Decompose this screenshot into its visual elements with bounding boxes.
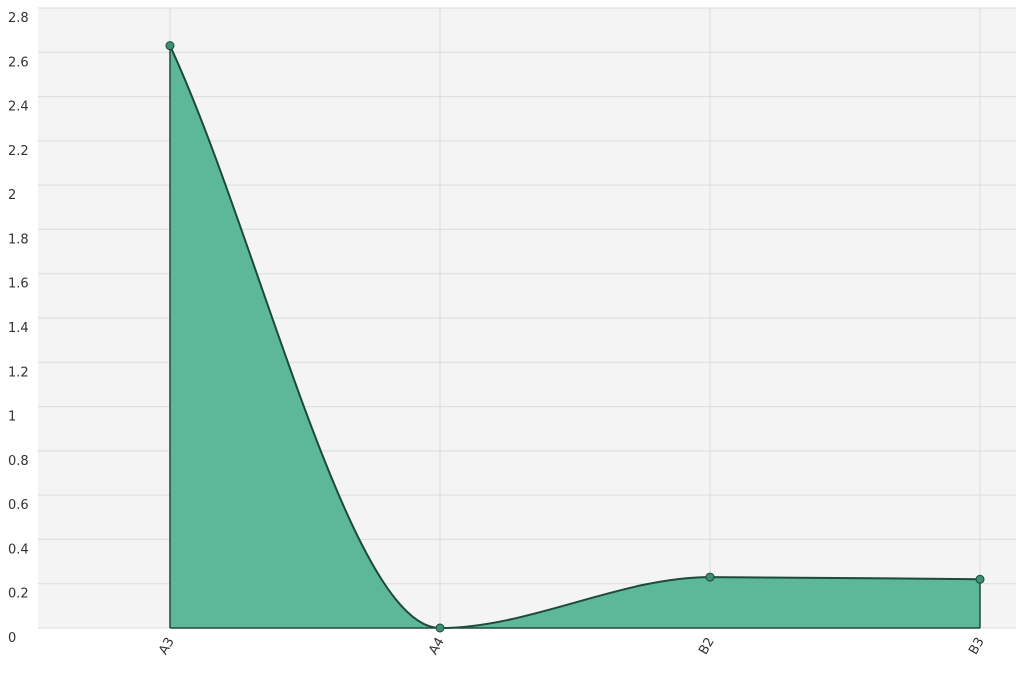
y-tick-label: 1.6 (8, 277, 29, 292)
y-tick-label: 1.8 (8, 232, 29, 247)
data-point-B2[interactable] (705, 572, 715, 582)
y-axis-ticks: 0 0.2 0.4 0.6 0.8 1 1.2 1.4 1.6 1.8 2 2.2 2.4 2.6 2.8 (8, 11, 29, 646)
y-tick-label: 0.8 (8, 454, 29, 469)
x-tick-label: B3 (966, 635, 988, 657)
y-tick-label: 2 (8, 188, 16, 203)
x-axis-ticks: A3 A4 B2 B3 (156, 635, 988, 657)
x-tick-label: A3 (156, 635, 178, 657)
area-fill (170, 45, 980, 628)
y-tick-label: 2.2 (8, 144, 29, 159)
data-point-B3[interactable] (975, 574, 985, 584)
y-tick-label: 2.6 (8, 55, 29, 70)
y-tick-label: 1 (8, 410, 16, 425)
data-point-A4[interactable] (435, 623, 445, 633)
y-tick-label: 0 (8, 631, 16, 646)
y-tick-label: 2.8 (8, 11, 29, 26)
data-point-A3[interactable] (165, 41, 175, 51)
data-points (165, 41, 985, 633)
area-fill-group (169, 45, 981, 630)
series-line (169, 45, 981, 630)
x-tick-label: B2 (696, 635, 718, 657)
y-tick-label: 1.2 (8, 365, 29, 380)
y-tick-label: 1.4 (8, 321, 29, 336)
y-tick-label: 0.6 (8, 498, 29, 513)
y-tick-label: 2.4 (8, 100, 29, 115)
x-tick-label: A4 (426, 635, 448, 657)
y-tick-label: 0.4 (8, 542, 29, 557)
y-tick-label: 0.2 (8, 587, 29, 602)
